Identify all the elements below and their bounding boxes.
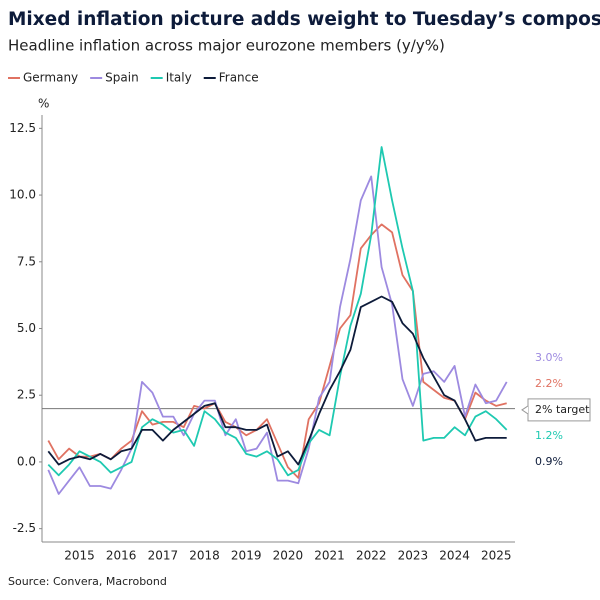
target-label: 2% target [535,403,590,416]
x-tick-label: 2019 [231,549,262,563]
target-pointer [521,405,529,415]
x-tick-label: 2020 [273,549,304,563]
x-tick-label: 2023 [398,549,429,563]
series-line [47,175,508,495]
x-tick-label: 2022 [356,549,387,563]
series-line [47,146,508,477]
y-tick-label: 7.5 [17,254,36,268]
chart-title: Mixed inflation picture adds weight to T… [8,9,600,30]
x-tick-label: 2015 [64,549,95,563]
y-tick-label: -2.5 [13,521,36,535]
legend-label: Spain [105,71,139,85]
legend-label: Germany [23,71,78,85]
x-tick-label: 2017 [148,549,179,563]
y-tick-label: 10.0 [9,188,36,202]
x-tick-label: 2024 [439,549,470,563]
y-tick-label: 12.5 [9,121,36,135]
end-label: 1.2% [535,429,563,442]
end-label: 2.2% [535,377,563,390]
legend-label: France [219,71,259,85]
end-label: 0.9% [535,455,563,468]
x-tick-label: 2025 [481,549,512,563]
y-tick-label: 2.5 [17,388,36,402]
x-tick-label: 2018 [189,549,220,563]
x-tick-label: 2021 [314,549,345,563]
series-line [47,295,507,466]
chart-subtitle: Headline inflation across major eurozone… [8,37,445,55]
y-tick-label: 0.0 [17,454,36,468]
y-tick-label: 5.0 [17,321,36,335]
series-line [47,223,507,479]
source-note: Source: Convera, Macrobond [8,575,167,588]
y-axis-label: % [38,97,49,111]
end-label: 3.0% [535,351,563,364]
legend-label: Italy [166,71,192,85]
x-tick-label: 2016 [106,549,137,563]
